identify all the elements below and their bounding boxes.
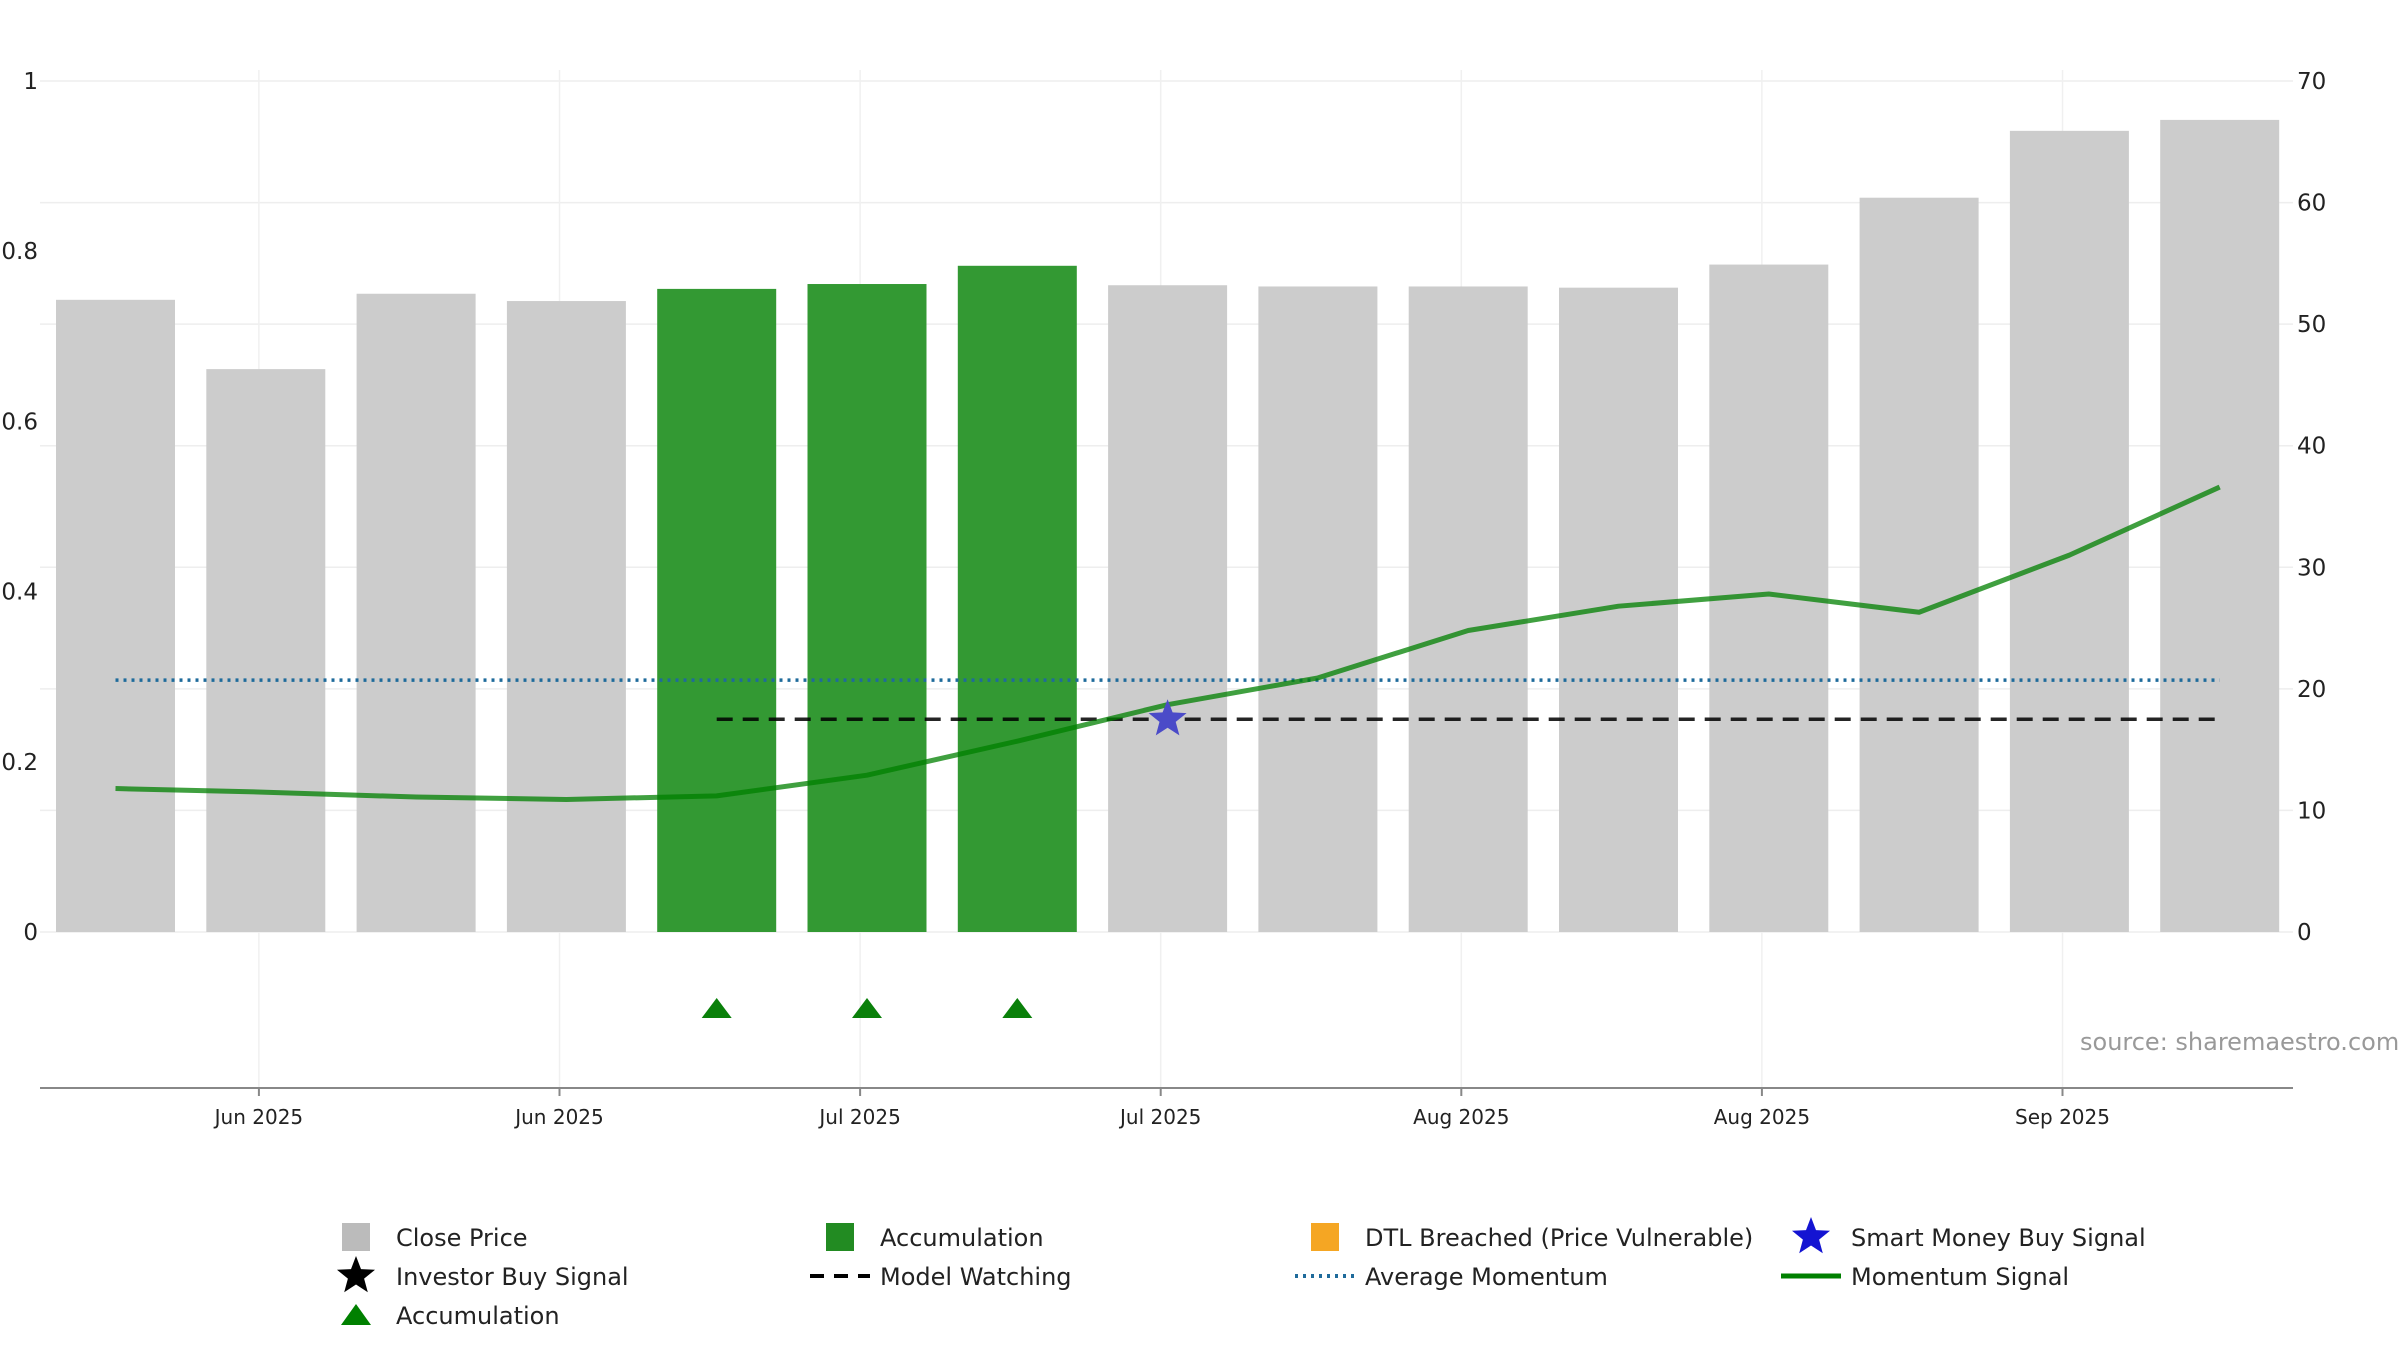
source-label: source: sharemaestro.com [2080, 1028, 2399, 1056]
close-price-bar-2 [356, 293, 476, 932]
close-price-bar-13 [2009, 130, 2129, 932]
close-price-bar-3 [506, 301, 626, 932]
accumulation-bar-4 [657, 288, 777, 932]
legend-square-icon [342, 1223, 370, 1251]
x-axis-tick-label: Sep 2025 [2015, 1105, 2110, 1129]
legend-label: Accumulation [880, 1224, 1044, 1252]
legend-item: Accumulation [341, 1302, 560, 1330]
legend-label: Average Momentum [1365, 1263, 1608, 1291]
close-price-bar-14 [2160, 119, 2280, 933]
legend-item: Model Watching [810, 1263, 1072, 1291]
x-axis-tick-label: Jun 2025 [213, 1105, 304, 1129]
legend-label: Investor Buy Signal [396, 1263, 629, 1291]
legend-triangle-icon [341, 1304, 371, 1325]
right-axis-tick-label: 50 [2297, 312, 2326, 338]
right-axis-tick-label: 20 [2297, 677, 2326, 703]
accumulation-marker-0 [701, 998, 732, 1018]
left-axis-tick-label: 0.4 [1, 580, 38, 606]
x-axis-tick-label: Jun 2025 [513, 1105, 604, 1129]
right-axis-tick-label: 30 [2297, 555, 2326, 581]
legend-item: Close Price [342, 1223, 528, 1252]
legend-item: Momentum Signal [1781, 1263, 2069, 1291]
accumulation-bar-6 [957, 265, 1077, 932]
close-price-bar-0 [56, 299, 175, 932]
close-price-bar-1 [206, 369, 326, 933]
x-axis: Jun 2025 Jun 2025 Jul 2025 Jul 2025 Aug 2025… [40, 1087, 2293, 1129]
legend-label: Smart Money Buy Signal [1851, 1224, 2146, 1252]
accumulation-marker-2 [1002, 998, 1033, 1018]
legend-label: Accumulation [396, 1302, 560, 1330]
left-axis-tick-label: 1 [23, 69, 38, 95]
accumulation-bar-5 [807, 284, 927, 932]
legend-label: DTL Breached (Price Vulnerable) [1365, 1224, 1753, 1252]
legend-item: Investor Buy Signal [337, 1256, 629, 1293]
legend-star-icon [1792, 1217, 1830, 1254]
left-axis-tick-label: 0 [23, 920, 38, 946]
right-axis-tick-label: 40 [2297, 434, 2326, 460]
legend-item: Accumulation [826, 1223, 1044, 1252]
x-axis-tick-label: Jul 2025 [1118, 1105, 1201, 1129]
close-price-bar-9 [1408, 286, 1528, 933]
x-axis-tick-label: Aug 2025 [1413, 1105, 1509, 1129]
legend-label: Model Watching [880, 1263, 1072, 1291]
right-axis-tick-label: 70 [2297, 69, 2326, 95]
accumulation-marker-1 [852, 998, 882, 1018]
smart-money-buy-star [1148, 699, 1187, 736]
bar-layer [56, 119, 2280, 933]
legend-square-icon [826, 1223, 854, 1251]
left-axis-tick-label: 0.2 [1, 750, 38, 776]
marker-layer [701, 699, 1187, 1018]
left-axis: 0 0.2 0.4 0.6 0.8 1 [1, 69, 38, 946]
legend: Close Price Accumulation DTL Breached (Pri… [337, 1217, 2146, 1330]
right-axis: 0 10 20 30 40 50 60 70 [2297, 69, 2326, 946]
x-axis-tick-label: Jul 2025 [817, 1105, 900, 1129]
legend-square-icon [1311, 1223, 1339, 1251]
right-axis-tick-label: 60 [2297, 191, 2326, 217]
left-axis-tick-label: 0.6 [1, 409, 38, 435]
legend-item: Smart Money Buy Signal [1792, 1217, 2146, 1254]
legend-star-icon [337, 1256, 375, 1293]
legend-label: Momentum Signal [1851, 1263, 2069, 1291]
close-price-bar-12 [1859, 197, 1979, 933]
legend-item: Average Momentum [1295, 1263, 1608, 1291]
x-axis-tick-label: Aug 2025 [1714, 1105, 1810, 1129]
legend-item: DTL Breached (Price Vulnerable) [1311, 1223, 1753, 1252]
close-price-bar-8 [1258, 286, 1378, 933]
legend-label: Close Price [396, 1224, 528, 1252]
close-price-bar-10 [1559, 287, 1678, 933]
left-axis-tick-label: 0.8 [1, 239, 38, 265]
right-axis-tick-label: 0 [2297, 920, 2312, 946]
right-axis-tick-label: 10 [2297, 798, 2326, 824]
close-price-bar-7 [1108, 285, 1228, 932]
